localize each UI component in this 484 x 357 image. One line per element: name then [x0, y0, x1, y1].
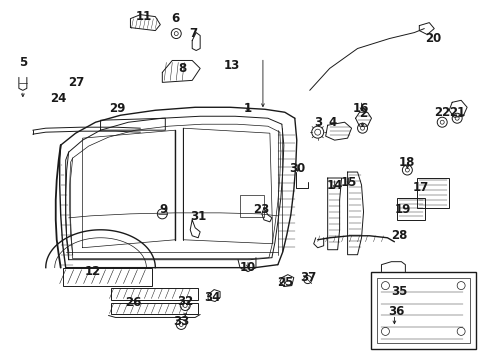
Text: 23: 23	[252, 203, 269, 216]
Text: 34: 34	[203, 291, 220, 304]
Text: 13: 13	[224, 59, 240, 72]
Text: 3: 3	[314, 116, 322, 129]
Bar	[110, 302, 198, 315]
Text: 16: 16	[351, 102, 368, 115]
Text: 4: 4	[328, 116, 336, 129]
Text: 8: 8	[178, 62, 186, 75]
Text: 25: 25	[276, 276, 292, 289]
Text: 32: 32	[177, 295, 193, 308]
Text: 12: 12	[84, 265, 101, 278]
Text: 15: 15	[340, 176, 356, 190]
Text: 14: 14	[326, 180, 342, 192]
Text: 36: 36	[387, 305, 404, 318]
Bar	[62, 268, 152, 286]
Text: 33: 33	[173, 315, 189, 328]
Text: 22: 22	[433, 106, 450, 119]
Text: 37: 37	[300, 271, 316, 284]
Bar	[416, 178, 448, 208]
Text: 17: 17	[412, 181, 428, 195]
Bar	[377, 278, 469, 343]
Text: 29: 29	[109, 102, 125, 115]
Text: 24: 24	[50, 92, 67, 105]
Text: 26: 26	[125, 296, 141, 309]
Text: 20: 20	[424, 32, 440, 45]
Bar	[396, 198, 424, 220]
Bar	[110, 288, 198, 300]
Text: 27: 27	[68, 76, 85, 89]
Text: 31: 31	[190, 210, 206, 223]
Text: 9: 9	[159, 203, 167, 216]
Bar	[240, 195, 263, 217]
Text: 2: 2	[359, 107, 367, 120]
Text: 10: 10	[240, 261, 256, 274]
Text: 6: 6	[171, 12, 179, 25]
Text: 21: 21	[448, 106, 464, 119]
Text: 11: 11	[135, 10, 151, 23]
Text: 5: 5	[19, 56, 27, 69]
Text: 7: 7	[189, 27, 197, 40]
Text: 19: 19	[394, 203, 411, 216]
Text: 18: 18	[398, 156, 415, 169]
Text: 1: 1	[243, 102, 252, 115]
Text: 30: 30	[289, 161, 305, 175]
Text: 35: 35	[391, 285, 407, 298]
Text: 28: 28	[391, 229, 407, 242]
Bar	[371, 272, 475, 350]
